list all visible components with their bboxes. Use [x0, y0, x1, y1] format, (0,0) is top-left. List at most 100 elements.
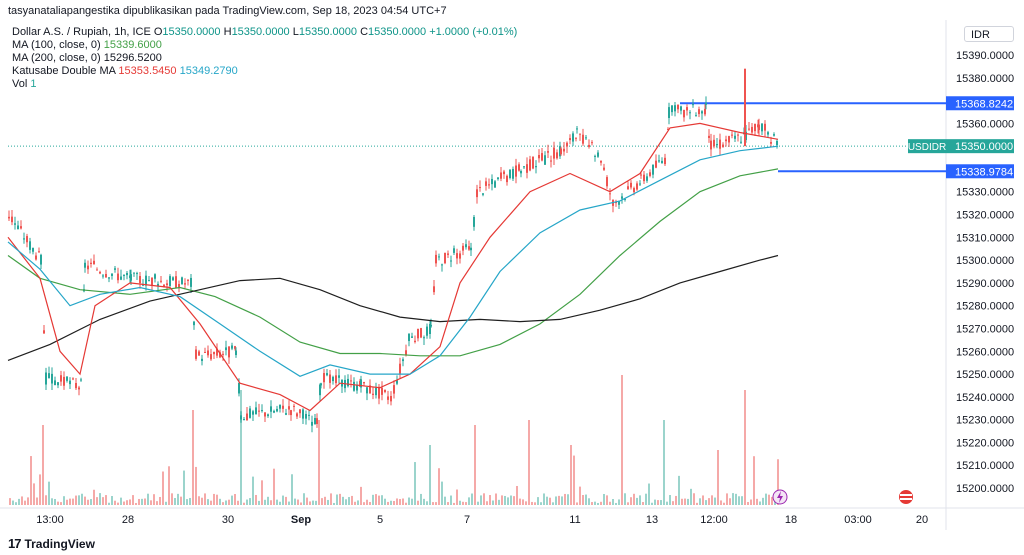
candle-body — [667, 128, 669, 130]
candle-body — [326, 373, 328, 376]
candle-body — [45, 372, 47, 385]
katusabe-label: Katusabe Double MA — [12, 65, 116, 77]
ohlc-open-label: O — [153, 26, 163, 38]
candle-body — [184, 283, 186, 285]
volume-bar — [45, 495, 47, 505]
volume-bar — [588, 498, 590, 505]
volume-bar — [543, 493, 545, 505]
candle-body — [225, 347, 227, 351]
candle-body — [512, 169, 514, 179]
volume-bar — [186, 499, 188, 505]
candle-body — [468, 246, 470, 250]
candle-body — [369, 385, 371, 394]
candle-body — [288, 406, 290, 410]
candle-body — [426, 326, 428, 336]
volume-bar — [375, 494, 377, 505]
volume-bar — [633, 493, 635, 505]
candle-body — [117, 273, 119, 281]
volume-bar — [321, 498, 323, 505]
volume-bar — [489, 495, 491, 505]
volume-bar — [75, 495, 77, 505]
candle-body — [210, 354, 212, 360]
volume-bar — [729, 498, 731, 505]
candle-body — [72, 378, 74, 380]
volume-bar — [207, 499, 209, 505]
candle-body — [84, 262, 86, 268]
volume-bar — [549, 497, 551, 505]
ma100-label: MA (100, close, 0) — [12, 39, 101, 51]
candle-body — [491, 178, 493, 185]
katusabe-value-2: 15349.2790 — [179, 65, 238, 77]
candle-body — [748, 128, 750, 130]
volume-bar — [642, 502, 644, 505]
candle-body — [169, 276, 171, 286]
candle-body — [473, 216, 475, 227]
candle-body — [758, 124, 760, 130]
price-tick-label: 15360.0000 — [956, 118, 1014, 130]
volume-bar — [282, 495, 284, 505]
volume-bar — [639, 495, 641, 505]
candle-body — [640, 174, 642, 176]
candle-body — [375, 387, 377, 396]
volume-bar — [267, 496, 269, 505]
volume-bar — [273, 468, 275, 505]
flag-event-icon[interactable] — [899, 490, 913, 504]
legend-vol-row[interactable]: Vol 1 — [12, 78, 517, 91]
candle-body — [566, 142, 568, 147]
volume-bar — [720, 500, 722, 505]
candle-body — [627, 186, 629, 190]
candle-body — [302, 409, 304, 419]
volume-bar — [531, 501, 533, 505]
candle-body — [606, 177, 608, 187]
candle-body — [563, 148, 565, 152]
candle-body — [390, 395, 392, 402]
time-tick-label: 13 — [646, 514, 658, 526]
candle-body — [503, 171, 505, 175]
candle-body — [716, 144, 718, 146]
candle-body — [624, 198, 626, 200]
volume-bar — [768, 494, 770, 505]
volume-bar — [291, 474, 293, 505]
ma200-label: MA (200, close, 0) — [12, 52, 101, 64]
volume-bar — [96, 497, 98, 505]
volume-bar — [243, 502, 245, 505]
volume-bar — [138, 498, 140, 505]
tradingview-logo-icon: 17 — [8, 536, 22, 551]
volume-bar — [474, 425, 476, 505]
volume-bar — [447, 502, 449, 505]
price-tick-label: 15300.0000 — [956, 255, 1014, 267]
legend-katusabe-row[interactable]: Katusabe Double MA 15353.5450 15349.2790 — [12, 65, 517, 78]
price-chart[interactable]: 15390.0000 15380.0000 15360.0000 15330.0000… — [0, 0, 1024, 530]
candle-body — [8, 216, 10, 219]
legend-ma200-row[interactable]: MA (200, close, 0) 15296.5200 — [12, 52, 517, 65]
legend-ma100-row[interactable]: MA (100, close, 0) 15339.6000 — [12, 39, 517, 52]
volume-bar — [177, 493, 179, 505]
volume-bar — [54, 498, 56, 505]
volume-bar — [657, 500, 659, 505]
candle-body — [579, 133, 581, 135]
candle-body — [43, 330, 45, 334]
symbol-name[interactable]: Dollar A.S. / Rupiah, 1h, ICE — [12, 26, 151, 38]
volume-bar — [516, 485, 518, 505]
volume-bar — [669, 495, 671, 505]
volume-bar — [609, 501, 611, 505]
candle-body — [523, 166, 525, 168]
candle-body — [366, 387, 368, 394]
candle-body — [411, 336, 413, 338]
candle-body — [621, 196, 623, 199]
volume-bar — [165, 501, 167, 505]
candle-body — [69, 380, 71, 385]
volume-bar — [648, 483, 650, 505]
candle-body — [509, 169, 511, 179]
candle-body — [157, 283, 159, 287]
candle-body — [773, 134, 775, 136]
currency-selector[interactable]: IDR — [964, 26, 1014, 42]
volume-bar — [765, 493, 767, 505]
candle-body — [282, 405, 284, 409]
candle-body — [751, 126, 753, 133]
volume-bar — [624, 493, 626, 505]
volume-bar — [456, 489, 458, 505]
volume-bar — [369, 501, 371, 505]
candle-body — [111, 273, 113, 276]
volume-bar — [717, 450, 719, 505]
